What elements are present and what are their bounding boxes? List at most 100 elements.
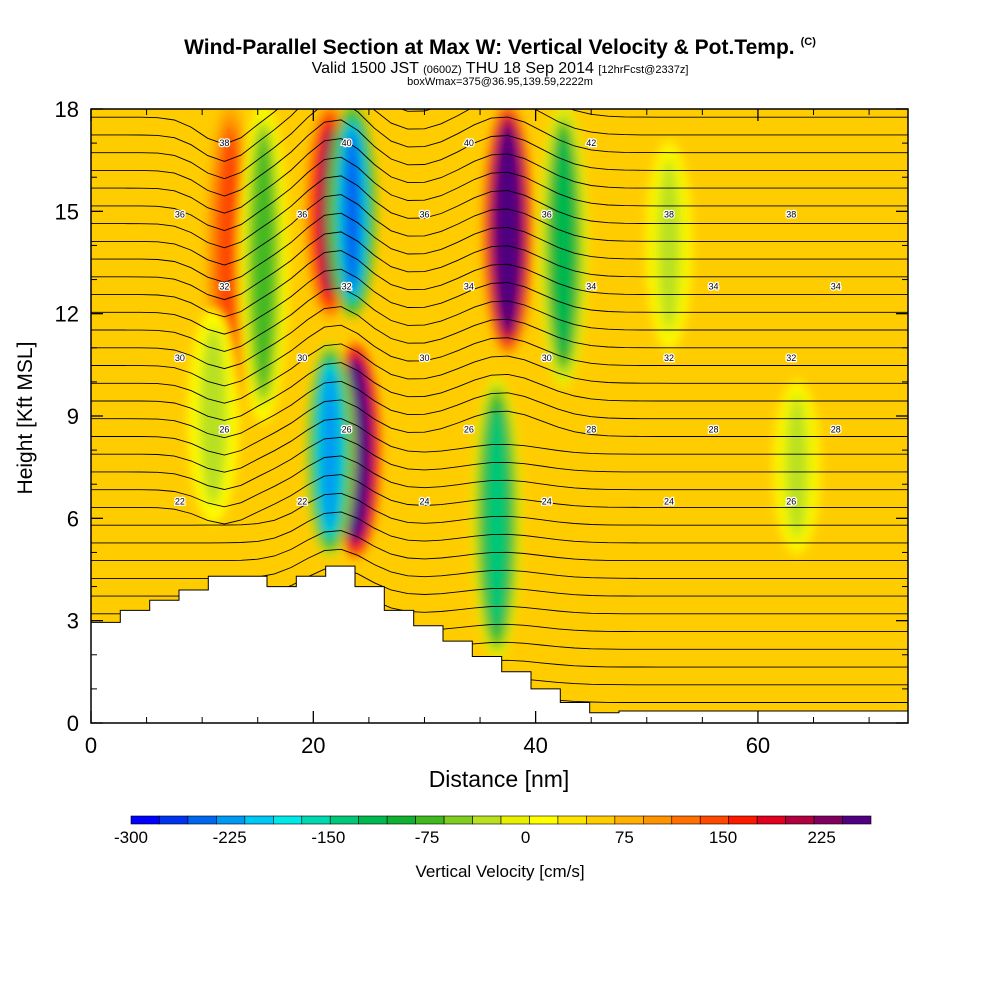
theta-contour-8 — [91, 530, 908, 562]
colorbar-tick-label: 0 — [521, 828, 530, 847]
colorbar-tick-label: -225 — [213, 828, 247, 847]
theta-contours — [91, 109, 908, 703]
contour-label: 34 — [708, 281, 718, 291]
contour-label: 42 — [586, 138, 596, 148]
colorbar-swatch — [216, 815, 246, 825]
theta-contour-30 — [91, 119, 908, 197]
theta-contour-12 — [91, 455, 908, 508]
theta-contour-14 — [91, 418, 908, 473]
y-tick-label: 6 — [67, 506, 79, 531]
colorbar-swatch — [443, 815, 473, 825]
contour-label: 24 — [664, 496, 674, 506]
terrain-shape — [90, 565, 909, 724]
colorbar-swatch — [671, 815, 701, 825]
colorbar-tick-label: -300 — [114, 828, 148, 847]
colorbar-swatch — [472, 815, 502, 825]
copyright-mark: (C) — [800, 36, 816, 48]
contour-label: 26 — [464, 425, 474, 435]
theta-contour-20 — [91, 306, 908, 370]
contour-label: 24 — [419, 496, 429, 506]
theta-contour-10 — [91, 492, 908, 526]
contour-label: 40 — [342, 138, 352, 148]
colorbar-swatch — [813, 815, 843, 825]
colorbar-tick-label: -75 — [415, 828, 440, 847]
y-axis-label: Height [Kft MSL] — [14, 341, 37, 495]
velocity-downdraft-level-4 — [554, 136, 573, 355]
colorbar-swatch — [386, 815, 416, 825]
theta-contour-29 — [91, 138, 908, 214]
theta-contour-31 — [91, 109, 908, 180]
contour-label: 22 — [175, 496, 185, 506]
contour-label: 34 — [464, 281, 474, 291]
colorbar-swatch — [529, 815, 559, 825]
theta-contour-15 — [91, 399, 908, 456]
contour-label: 28 — [586, 425, 596, 435]
colorbar-label: Vertical Velocity [cm/s] — [415, 862, 585, 881]
colorbar-swatch — [187, 815, 217, 825]
theta-contour-27 — [91, 175, 908, 249]
contour-label: 34 — [831, 281, 841, 291]
contour-label: 36 — [542, 210, 552, 220]
colorbar-swatch — [273, 815, 303, 825]
theta-contour-23 — [91, 250, 908, 318]
contour-label: 32 — [342, 281, 352, 291]
y-tick-label: 12 — [55, 302, 79, 327]
contour-label: 36 — [419, 210, 429, 220]
contour-label: 26 — [786, 496, 796, 506]
colorbar-swatch — [130, 815, 160, 825]
theta-contour-19 — [91, 324, 908, 387]
colorbar-swatch — [500, 815, 530, 825]
velocity-downdraft-level-4 — [253, 139, 273, 386]
velocity-updraft-level-4 — [498, 132, 518, 324]
contour-label: 40 — [464, 138, 474, 148]
chart-title-text: Wind-Parallel Section at Max W: Vertical… — [184, 36, 795, 59]
colorbar-swatch — [358, 815, 388, 825]
x-tick-label: 40 — [523, 733, 547, 758]
contour-labels: 22 22 24 24 24 26 26 26 26 28 28 28 30 30 30 30 32 32 32 32… — [174, 137, 842, 508]
contour-label: 38 — [786, 210, 796, 220]
colorbar-swatch — [329, 815, 359, 825]
contour-label: 38 — [219, 138, 229, 148]
theta-contour-33 — [91, 109, 908, 145]
contour-label: 24 — [542, 496, 552, 506]
colorbar-tick-label: 225 — [807, 828, 835, 847]
velocity-downdraft-level-4 — [659, 163, 679, 328]
forecast-info: [12hrFcst@2337z] — [598, 64, 689, 76]
colorbar-swatch — [244, 815, 274, 825]
y-tick-label: 9 — [67, 404, 79, 429]
colorbar-tick-label: 75 — [615, 828, 634, 847]
colorbar-swatch — [756, 815, 786, 825]
theta-contour-9 — [91, 511, 908, 544]
contour-label: 26 — [342, 425, 352, 435]
theta-contour-11 — [91, 474, 908, 525]
contour-label: 30 — [175, 353, 185, 363]
contour-label: 28 — [831, 425, 841, 435]
theta-contour-13 — [91, 436, 908, 490]
theta-contour-26 — [91, 194, 908, 266]
contour-label: 32 — [219, 281, 229, 291]
box-info: boxWmax=375@36.95,139.59,2222m — [407, 76, 593, 88]
x-tick-label: 60 — [746, 733, 770, 758]
colorbar-tick-label: 150 — [709, 828, 737, 847]
contour-label: 32 — [786, 353, 796, 363]
colorbar-swatch — [728, 815, 758, 825]
colorbar-swatch — [785, 815, 815, 825]
x-axis-label: Distance [nm] — [428, 766, 570, 792]
theta-contour-32 — [91, 109, 908, 162]
colorbar-swatch — [586, 815, 616, 825]
theta-contour-17 — [91, 362, 908, 421]
contour-label: 32 — [664, 353, 674, 363]
y-tick-label: 18 — [55, 97, 79, 122]
colorbar-tick-label: -150 — [311, 828, 345, 847]
velocity-downdraft-level-4 — [342, 129, 362, 294]
valid-date: THU 18 Sep 2014 — [465, 60, 594, 77]
colorbar-swatch — [842, 815, 872, 825]
chart-subtitle: Valid 1500 JST (0600Z) THU 18 Sep 2014 [… — [0, 60, 1000, 78]
colorbar: -300 -225 -150 -75 0 75 150 225 — [114, 815, 872, 847]
theta-contour-28 — [91, 156, 908, 231]
y-tick-label: 15 — [55, 199, 79, 224]
velocity-downdraft-level-4 — [487, 409, 507, 628]
theta-contour-25 — [91, 212, 908, 283]
